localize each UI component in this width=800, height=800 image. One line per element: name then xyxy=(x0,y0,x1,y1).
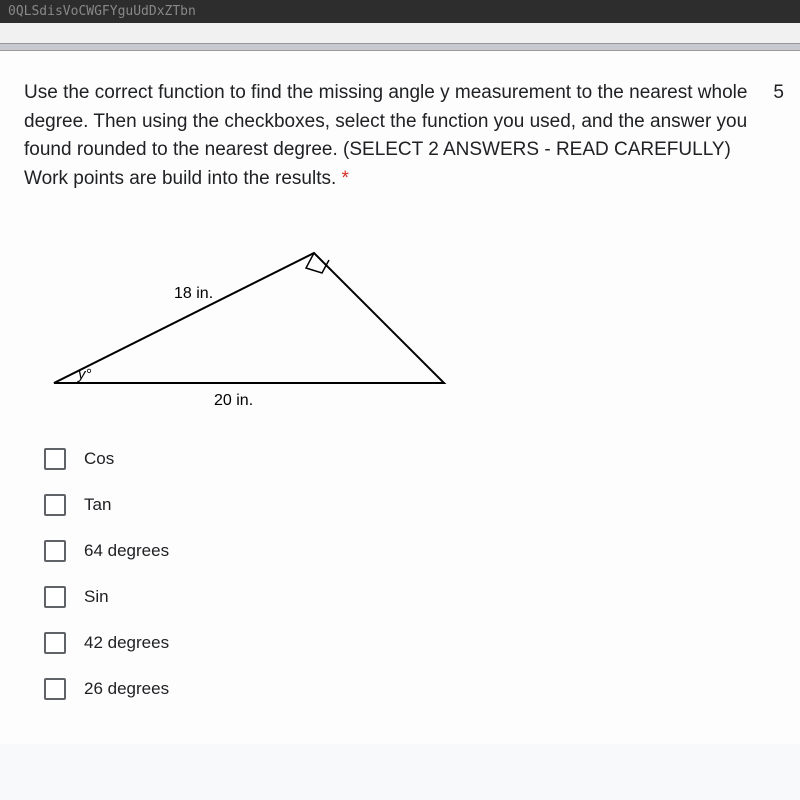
option-checkbox[interactable] xyxy=(44,494,66,516)
question-text: Use the correct function to find the mis… xyxy=(24,79,776,193)
option-checkbox[interactable] xyxy=(44,540,66,562)
triangle-svg: 18 in. 20 in. y° xyxy=(44,233,464,413)
option-checkbox[interactable] xyxy=(44,678,66,700)
triangle-diagram: 18 in. 20 in. y° xyxy=(44,233,776,418)
required-mark: * xyxy=(342,168,349,189)
url-bar: 0QLSdisVoCWGFYguUdDxZTbn xyxy=(0,0,800,23)
option-row[interactable]: Cos xyxy=(44,448,756,470)
option-label[interactable]: Tan xyxy=(84,495,111,515)
option-checkbox[interactable] xyxy=(44,632,66,654)
option-label[interactable]: 26 degrees xyxy=(84,679,169,699)
divider xyxy=(0,23,800,43)
option-label[interactable]: Cos xyxy=(84,449,114,469)
points-value: 5 xyxy=(773,79,784,108)
option-checkbox[interactable] xyxy=(44,586,66,608)
side-b-text: 20 in. xyxy=(214,392,253,409)
option-checkbox[interactable] xyxy=(44,448,66,470)
option-row[interactable]: Tan xyxy=(44,494,756,516)
option-row[interactable]: 42 degrees xyxy=(44,632,756,654)
option-row[interactable]: 64 degrees xyxy=(44,540,756,562)
option-row[interactable]: Sin xyxy=(44,586,756,608)
option-label[interactable]: 42 degrees xyxy=(84,633,169,653)
option-label[interactable]: Sin xyxy=(84,587,109,607)
question-body: Use the correct function to find the mis… xyxy=(24,82,747,189)
divider xyxy=(0,43,800,51)
angle-y-text: y° xyxy=(77,366,92,383)
option-label[interactable]: 64 degrees xyxy=(84,541,169,561)
options-list: Cos Tan 64 degrees Sin 42 degrees 26 deg… xyxy=(24,448,776,744)
triangle-shape xyxy=(54,253,444,383)
question-card: Use the correct function to find the mis… xyxy=(0,51,800,744)
side-a-text: 18 in. xyxy=(174,285,213,302)
option-row[interactable]: 26 degrees xyxy=(44,678,756,700)
